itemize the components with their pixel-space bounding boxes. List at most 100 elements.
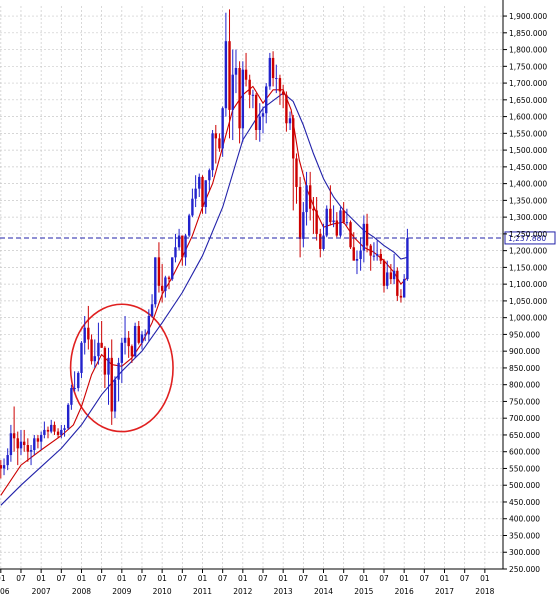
x-tick-label: 07 bbox=[258, 574, 268, 583]
candle bbox=[63, 424, 66, 437]
candle-body bbox=[288, 118, 292, 124]
candle-body bbox=[221, 108, 224, 149]
candle-body bbox=[26, 445, 30, 452]
candle-body bbox=[402, 279, 406, 298]
candle bbox=[389, 264, 393, 285]
candle-body bbox=[9, 433, 13, 456]
y-tick-label: 1,350.000 bbox=[509, 196, 547, 205]
candle-body bbox=[12, 433, 16, 439]
candle-body bbox=[133, 326, 137, 357]
y-tick-label: 750.000 bbox=[509, 397, 540, 406]
candle bbox=[298, 176, 302, 258]
candle-body bbox=[107, 357, 110, 375]
candle bbox=[319, 228, 322, 258]
y-tick-label: 1,150.000 bbox=[509, 263, 547, 272]
candle-body bbox=[379, 253, 382, 261]
candle bbox=[33, 434, 36, 456]
candle-body bbox=[164, 277, 167, 291]
y-tick-label: 350.000 bbox=[509, 531, 540, 540]
candle bbox=[208, 168, 211, 191]
candle-body bbox=[50, 424, 53, 432]
candle bbox=[254, 93, 258, 141]
x-year-label: 2010 bbox=[153, 587, 172, 596]
candle-body bbox=[312, 208, 315, 211]
candle bbox=[107, 347, 110, 405]
candle bbox=[345, 208, 349, 226]
candle bbox=[191, 188, 194, 218]
candle-body bbox=[43, 429, 46, 435]
candle-body bbox=[150, 304, 154, 316]
candle bbox=[174, 233, 177, 263]
candle bbox=[70, 384, 73, 410]
candle-body bbox=[241, 69, 245, 129]
candle bbox=[295, 153, 298, 204]
candle-body bbox=[73, 388, 76, 390]
candle bbox=[181, 235, 184, 266]
candle bbox=[9, 424, 13, 462]
candle bbox=[204, 180, 207, 214]
candle-body bbox=[399, 295, 403, 298]
candle-body bbox=[204, 180, 207, 208]
y-tick-label: 400.000 bbox=[509, 515, 540, 524]
annotation-layer bbox=[69, 303, 174, 433]
candle-body bbox=[396, 270, 399, 296]
candle-body bbox=[70, 388, 73, 405]
x-year-label: 2015 bbox=[354, 587, 373, 596]
candle-body bbox=[352, 247, 355, 261]
candle bbox=[339, 207, 342, 238]
candle-body bbox=[349, 222, 352, 248]
candle bbox=[133, 322, 137, 358]
x-tick-label: 07 bbox=[379, 574, 389, 583]
candle bbox=[342, 202, 345, 224]
y-tick-label: 1,100.000 bbox=[509, 280, 547, 289]
candle-body bbox=[77, 372, 80, 389]
candle-body bbox=[375, 253, 379, 256]
candle bbox=[332, 205, 335, 228]
candle-body bbox=[325, 208, 328, 236]
candle-body bbox=[271, 57, 275, 79]
candle-body bbox=[33, 438, 36, 451]
candle bbox=[292, 114, 295, 211]
candle-body bbox=[302, 212, 305, 239]
candle-body bbox=[369, 245, 372, 256]
candle bbox=[19, 429, 23, 456]
y-tick-label: 1,500.000 bbox=[509, 146, 547, 155]
x-year-label: 2007 bbox=[32, 587, 51, 596]
candle bbox=[218, 133, 221, 152]
candle bbox=[56, 428, 60, 439]
candle-body bbox=[406, 237, 409, 280]
candle-body bbox=[392, 270, 396, 280]
candle-body bbox=[234, 67, 238, 75]
candle-body bbox=[93, 356, 96, 362]
candle bbox=[392, 253, 396, 285]
candle bbox=[110, 339, 113, 425]
candle bbox=[325, 205, 328, 238]
candle-body bbox=[60, 429, 63, 435]
candle bbox=[355, 250, 359, 275]
y-tick-label: 950.000 bbox=[509, 330, 540, 339]
candle-body bbox=[177, 235, 181, 248]
x-year-label: 2018 bbox=[475, 587, 494, 596]
y-tick-label: 1,400.000 bbox=[509, 180, 547, 189]
x-tick-label: 07 bbox=[97, 574, 107, 583]
candle bbox=[198, 173, 201, 198]
candle-body bbox=[268, 57, 272, 87]
candle-body bbox=[120, 342, 124, 363]
x-tick-label: 07 bbox=[460, 574, 470, 583]
candle-body bbox=[110, 357, 113, 412]
candle-body bbox=[191, 198, 194, 216]
candle-body bbox=[248, 79, 251, 95]
candle bbox=[396, 267, 399, 301]
candle-body bbox=[292, 118, 295, 159]
candle-body bbox=[19, 441, 23, 449]
candle bbox=[362, 215, 366, 263]
candle bbox=[349, 220, 352, 249]
candle-body bbox=[83, 327, 86, 343]
candle-body bbox=[281, 91, 285, 95]
x-tick-label: 01 bbox=[440, 574, 450, 583]
candle-body bbox=[53, 424, 56, 432]
candle bbox=[315, 197, 318, 241]
candle-body bbox=[137, 326, 140, 343]
candle bbox=[305, 171, 308, 226]
candle-body bbox=[181, 235, 184, 258]
